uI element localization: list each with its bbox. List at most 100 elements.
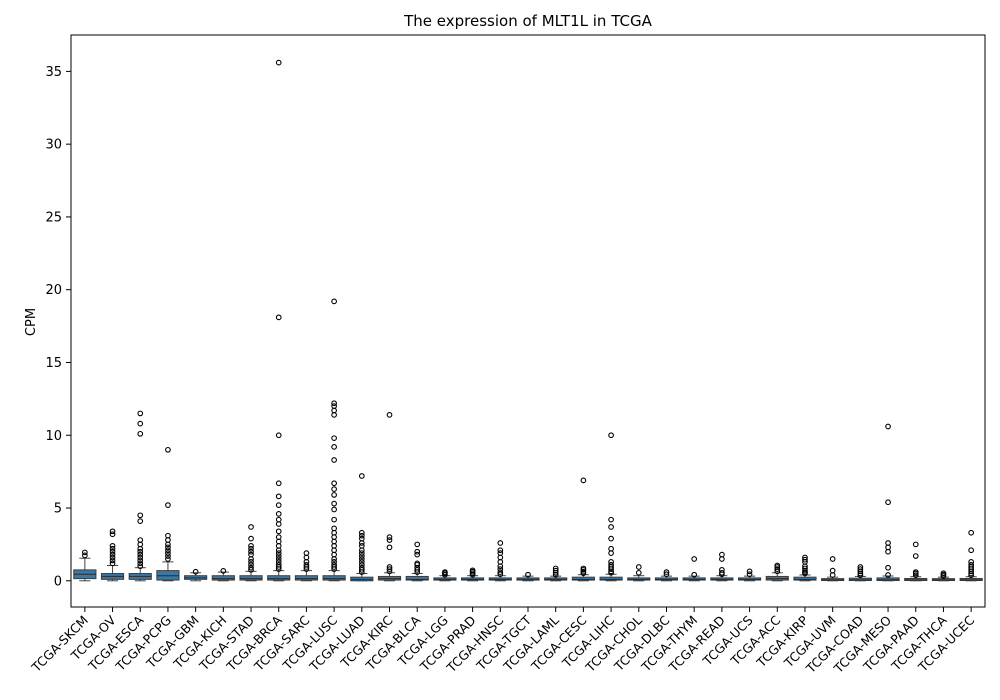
iqr-box	[267, 575, 291, 581]
outlier-point	[386, 537, 393, 543]
outlier-point	[248, 535, 254, 542]
box-tcga-hnsc	[488, 540, 512, 582]
box-tcga-ov	[100, 528, 125, 582]
outlier-point	[137, 512, 144, 519]
outlier-point	[331, 298, 337, 305]
outlier-point	[275, 493, 282, 500]
outlier-point	[137, 410, 144, 417]
outlier-point	[552, 565, 559, 572]
outlier-point	[303, 561, 310, 568]
box-tcga-coad	[848, 564, 872, 582]
outlier-point	[358, 535, 365, 542]
box-tcga-tgct	[516, 571, 540, 582]
box-tcga-pcpg	[156, 446, 180, 582]
outlier-point	[137, 554, 144, 561]
outlier-point	[885, 564, 891, 571]
iqr-box	[876, 577, 900, 582]
box-tcga-dlbc	[654, 569, 679, 582]
box-tcga-cesc	[571, 477, 595, 582]
box-tcga-ucec	[959, 529, 983, 582]
y-axis-label: CPM	[24, 308, 39, 336]
outlier-point	[358, 550, 365, 556]
y-tick-label: 30	[45, 138, 62, 153]
outlier-point	[275, 432, 282, 439]
outlier-point	[331, 500, 337, 507]
outlier-point	[912, 553, 919, 559]
outlier-point	[109, 528, 116, 535]
outlier-point	[165, 547, 171, 554]
outlier-point	[109, 554, 116, 561]
outlier-point	[885, 423, 891, 430]
outlier-point	[525, 571, 531, 578]
box-tcga-thca	[931, 570, 956, 582]
box-tcga-kirc	[377, 412, 402, 582]
outlier-point	[802, 556, 808, 563]
outlier-point	[663, 569, 670, 575]
outlier-point	[635, 564, 642, 570]
outlier-point	[442, 569, 448, 575]
outlier-point	[109, 548, 116, 555]
outlier-point	[497, 540, 504, 546]
y-tick-label: 25	[45, 210, 62, 225]
outlier-point	[331, 486, 337, 492]
box-tcga-ucs	[737, 568, 762, 582]
box-tcga-uvm	[821, 556, 845, 582]
y-axis: 0 5 10 15 20 25 30 35	[45, 65, 71, 589]
box-tcga-esca	[128, 410, 152, 582]
outlier-point	[608, 545, 614, 552]
outlier-point	[358, 543, 365, 549]
box-tcga-paad	[904, 541, 928, 582]
outlier-point	[248, 561, 254, 568]
outlier-point	[331, 400, 337, 407]
outlier-point	[580, 568, 587, 575]
outlier-point	[857, 566, 864, 573]
outlier-point	[165, 550, 171, 556]
y-tick-label: 10	[45, 429, 62, 444]
outlier-point	[663, 571, 670, 578]
outlier-point	[275, 502, 282, 508]
outlier-point	[608, 432, 614, 439]
outlier-point	[802, 554, 808, 561]
outlier-point	[358, 564, 365, 571]
outlier-point	[386, 566, 393, 573]
iqr-box	[239, 575, 263, 581]
outlier-point	[885, 572, 891, 578]
outlier-point	[248, 551, 254, 558]
box-tcga-luad	[350, 473, 374, 582]
outlier-point	[165, 502, 171, 508]
y-tick-label: 15	[45, 356, 62, 371]
outlier-point	[608, 535, 614, 542]
outlier-point	[719, 551, 725, 558]
outlier-point	[81, 552, 88, 559]
outlier-point	[248, 524, 254, 530]
box-tcga-lihc	[599, 432, 623, 582]
box-tcga-kirp	[793, 554, 817, 582]
outlier-point	[137, 537, 144, 543]
outlier-point	[248, 564, 254, 571]
outlier-point	[691, 556, 698, 562]
box-tcga-stad	[239, 524, 263, 582]
outlier-point	[912, 569, 919, 575]
outlier-point	[552, 567, 559, 574]
outlier-point	[608, 524, 614, 530]
outlier-point	[137, 557, 144, 564]
box-tcga-read	[710, 551, 734, 582]
outlier-point	[109, 560, 116, 567]
iqr-box	[793, 576, 817, 581]
outlier-point	[968, 561, 975, 568]
box-tcga-laml	[544, 565, 568, 582]
box-tcga-chol	[627, 564, 651, 582]
iqr-box	[322, 575, 346, 581]
outlier-point	[165, 556, 171, 562]
outlier-point	[275, 534, 282, 540]
outlier-point	[358, 556, 365, 562]
outlier-point	[275, 528, 282, 535]
outlier-point	[165, 544, 171, 551]
outlier-point	[497, 566, 504, 573]
outlier-point	[968, 572, 975, 579]
outlier-point	[912, 572, 919, 579]
outlier-point	[248, 559, 254, 565]
outlier-point	[968, 559, 975, 565]
outlier-point	[829, 567, 836, 574]
outlier-point	[414, 560, 421, 567]
